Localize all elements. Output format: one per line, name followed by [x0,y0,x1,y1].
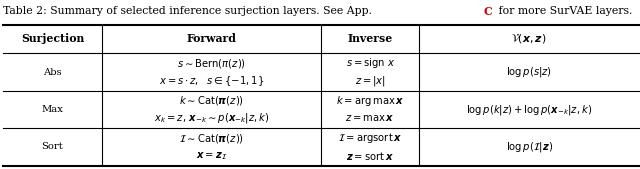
Text: $s \sim \mathrm{Bern}(\pi(z))$: $s \sim \mathrm{Bern}(\pi(z))$ [177,57,246,70]
Text: $\mathcal{V}(\boldsymbol{x}, \boldsymbol{z})$: $\mathcal{V}(\boldsymbol{x}, \boldsymbol… [511,32,547,45]
Text: Table 2: Summary of selected inference surjection layers. See App.: Table 2: Summary of selected inference s… [3,6,376,16]
Text: $k = \arg\max\, \boldsymbol{x}$: $k = \arg\max\, \boldsymbol{x}$ [336,94,404,108]
Text: $\boldsymbol{x} = \boldsymbol{z}_{\mathcal{I}}$: $\boldsymbol{x} = \boldsymbol{z}_{\mathc… [196,150,227,162]
Text: $\log p(\mathcal{I}|\boldsymbol{z})$: $\log p(\mathcal{I}|\boldsymbol{z})$ [506,140,553,154]
Text: Sort: Sort [42,142,63,151]
Text: $z = |x|$: $z = |x|$ [355,74,386,88]
Text: Max: Max [42,105,63,114]
Text: $k \sim \mathrm{Cat}(\boldsymbol{\pi}(z))$: $k \sim \mathrm{Cat}(\boldsymbol{\pi}(z)… [179,94,244,107]
Text: $x_k = z,\, \boldsymbol{x}_{-k} \sim p(\boldsymbol{x}_{-k}|z, k)$: $x_k = z,\, \boldsymbol{x}_{-k} \sim p(\… [154,111,269,125]
Text: $\log p(s|z)$: $\log p(s|z)$ [506,65,552,79]
Text: Forward: Forward [186,33,236,44]
Text: $x = s \cdot z,\ \ s \in \{-1, 1\}$: $x = s \cdot z,\ \ s \in \{-1, 1\}$ [159,74,264,88]
Text: $z = \max\, \boldsymbol{x}$: $z = \max\, \boldsymbol{x}$ [346,113,395,123]
Text: $s = \mathrm{sign}\ x$: $s = \mathrm{sign}\ x$ [346,56,395,70]
Text: $\log p(k|z) + \log p(\boldsymbol{x}_{-k}|z, k)$: $\log p(k|z) + \log p(\boldsymbol{x}_{-k… [466,103,592,117]
Text: Inverse: Inverse [348,33,393,44]
Text: Abs: Abs [43,68,62,77]
Text: $\mathcal{I} = \mathrm{argsort}\, \boldsymbol{x}$: $\mathcal{I} = \mathrm{argsort}\, \bolds… [338,131,403,145]
Text: C: C [484,6,493,17]
Text: Surjection: Surjection [21,33,84,44]
Text: $\boldsymbol{z} = \mathrm{sort}\, \boldsymbol{x}$: $\boldsymbol{z} = \mathrm{sort}\, \bolds… [346,150,394,162]
Text: $\mathcal{I} \sim \mathrm{Cat}(\boldsymbol{\pi}(z))$: $\mathcal{I} \sim \mathrm{Cat}(\boldsymb… [179,132,244,145]
Text: for more SurVAE layers.: for more SurVAE layers. [495,6,632,16]
